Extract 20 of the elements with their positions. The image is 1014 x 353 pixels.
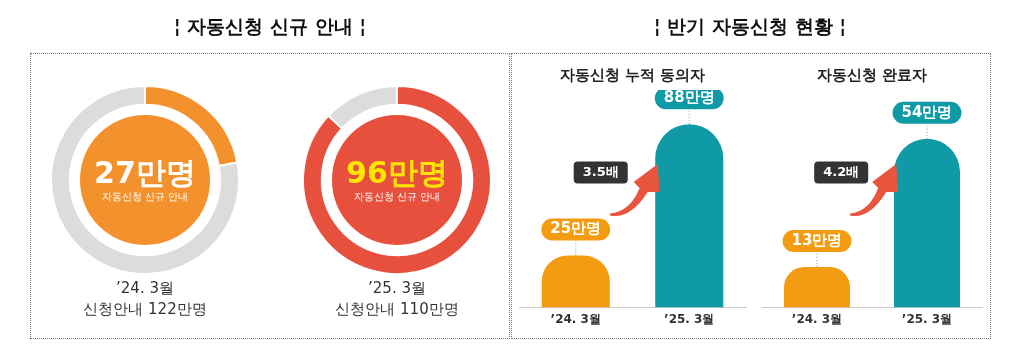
text: 신청안내 110만명 bbox=[335, 300, 459, 319]
text: ’25. 3월 bbox=[368, 279, 426, 298]
data-label: 54만명 bbox=[901, 102, 953, 121]
chart-title: 자동신청 완료자 bbox=[816, 66, 928, 85]
annotation: 3.5배 bbox=[582, 163, 619, 179]
chart-title: ¦ 자동신청 신규 안내 ¦ bbox=[173, 14, 367, 39]
chart-title: ¦ 반기 자동신청 현황 ¦ bbox=[653, 14, 847, 39]
disc: 27만명 자동신청 신규 안내 bbox=[80, 115, 210, 245]
x-tick-label: ’24. 3월 bbox=[791, 311, 843, 326]
text: ’24. 3월 bbox=[116, 279, 174, 298]
data-label: 25만명 bbox=[550, 219, 602, 238]
x-tick-label: ’24. 3월 bbox=[550, 311, 601, 326]
text: 신청안내 122만명 bbox=[83, 300, 207, 319]
disc: 96만명 자동신청 신규 안내 bbox=[332, 115, 462, 245]
x-tick-label: ’25. 3월 bbox=[664, 311, 715, 326]
annotation: 4.2배 bbox=[823, 163, 860, 179]
data-label: 13만명 bbox=[791, 230, 843, 249]
data-label: 88만명 bbox=[663, 88, 715, 107]
x-tick-label: ’25. 3월 bbox=[901, 311, 953, 326]
chart-subtitle: 자동신청 누적 동의자 bbox=[559, 66, 706, 85]
